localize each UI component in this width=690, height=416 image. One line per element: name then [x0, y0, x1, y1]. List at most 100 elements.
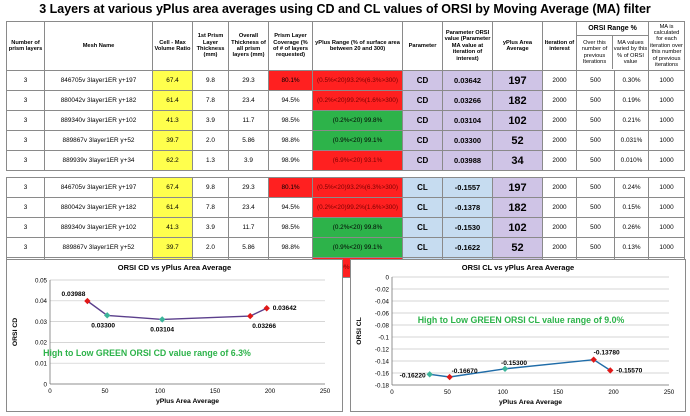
coverage-cell: 94.5% — [268, 90, 313, 111]
range-annotation: High to Low GREEN ORSI CD value range of… — [43, 348, 251, 358]
data-label: 0.03642 — [273, 305, 297, 312]
orsi-value-cell: 0.03988 — [442, 150, 493, 171]
orsi-value-cell: 0.03300 — [442, 130, 493, 151]
coverage-cell: 94.5% — [268, 197, 313, 218]
coverage-cell: 98.9% — [268, 150, 313, 171]
yplus-average-cell: 197 — [492, 70, 543, 91]
layers-cell: 3 — [6, 217, 45, 238]
data-point — [104, 312, 111, 319]
y-tick-label: 0.02 — [35, 340, 48, 347]
data-point — [247, 312, 254, 320]
x-tick-label: 100 — [155, 388, 166, 395]
header-ma-calc: MA is calculated for each iteration over… — [648, 21, 686, 71]
header-prism-coverage: Prism Layer Coverage (% of # of layers r… — [268, 21, 313, 71]
iteration-cell: 2000 — [542, 197, 577, 218]
yplus-average-cell: 182 — [492, 197, 543, 218]
y-axis-label: ORSI CD — [12, 318, 19, 346]
x-axis-label: yPlus Area Average — [499, 399, 562, 406]
yplus-average-cell: 52 — [492, 130, 543, 151]
ma-varied-cell: 0.30% — [613, 70, 650, 91]
table-row: 3 846705v 3layer1ER y+197 67.4 9.8 29.3 80.1%… — [6, 177, 686, 198]
iteration-cell: 2000 — [542, 150, 577, 171]
cell-ratio-cell: 39.7 — [152, 130, 193, 151]
header-yplus-range: yPlus Range (% of surface area between 2… — [312, 21, 403, 71]
over-iterations-cell: 500 — [576, 217, 615, 238]
data-label: 0.03988 — [62, 291, 86, 298]
yplus-range-cell: (0.2%<20)99.2%(1.6%>300) — [312, 90, 403, 111]
parameter-cell: CL — [402, 177, 443, 198]
overall-thickness-cell: 5.86 — [228, 237, 269, 258]
over-iterations-cell: 500 — [576, 90, 615, 111]
x-tick-label: 200 — [608, 389, 619, 396]
over-iterations-cell: 500 — [576, 237, 615, 258]
data-point — [501, 365, 509, 372]
ma-varied-cell: 0.24% — [613, 177, 650, 198]
yplus-average-cell: 34 — [492, 150, 543, 171]
cell-ratio-cell: 41.3 — [152, 110, 193, 131]
table-row: 3 889340v 3layer1ER y+102 41.3 3.9 11.7 98.5%… — [6, 217, 686, 238]
ma-calc-cell: 1000 — [648, 130, 686, 151]
y-tick-label: 0.01 — [35, 361, 48, 368]
table-row: 3 889340v 3layer1ER y+102 41.3 3.9 11.7 98.5%… — [6, 110, 686, 131]
ma-varied-cell: 0.19% — [613, 90, 650, 111]
mesh-name-cell: 889939v 3layer1ER y+34 — [44, 150, 153, 171]
cd-chart-panel: ORSI CD vs yPlus Area Average 0 0.01 0.02 0… — [6, 259, 343, 412]
over-iterations-cell: 500 — [576, 110, 615, 131]
over-iterations-cell: 500 — [576, 197, 615, 218]
x-axis-label: yPlus Area Average — [156, 398, 219, 405]
y-tick-label: 0.04 — [35, 298, 48, 305]
first-prism-cell: 9.8 — [192, 70, 229, 91]
orsi-value-cell: 0.03642 — [442, 70, 493, 91]
over-iterations-cell: 500 — [576, 70, 615, 91]
iteration-cell: 2000 — [542, 70, 577, 91]
header-orsi-range-group: ORSI Range % Over this number of previou… — [575, 21, 650, 71]
x-tick-label: 50 — [102, 388, 109, 395]
header-ma-varied: MA values varied by this % of ORSI value — [613, 39, 648, 65]
mesh-name-cell: 889867v 3layer1ER y+52 — [44, 237, 153, 258]
y-tick-label: -0.06 — [375, 310, 390, 317]
ma-calc-cell: 1000 — [648, 217, 686, 238]
iteration-cell: 2000 — [542, 217, 577, 238]
layers-cell: 3 — [6, 150, 45, 171]
header-overall-thickness: Overall Thickness of all prism layers (m… — [228, 21, 269, 71]
overall-thickness-cell: 5.86 — [228, 130, 269, 151]
overall-thickness-cell: 23.4 — [228, 197, 269, 218]
data-label: -0.16220 — [400, 372, 426, 379]
coverage-cell: 98.8% — [268, 237, 313, 258]
table-row: 3 880042v 3layer1ER y+182 61.4 7.8 23.4 94.5%… — [6, 90, 686, 111]
parameter-cell: CL — [402, 197, 443, 218]
y-axis-label: ORSI CL — [356, 317, 363, 345]
overall-thickness-cell: 11.7 — [228, 217, 269, 238]
layers-cell: 3 — [6, 130, 45, 151]
cd-chart-title: ORSI CD vs yPlus Area Average — [117, 263, 232, 272]
cl-chart-panel: ORSI CL vs yPlus Area Average 0 -0.02 -0.0… — [350, 259, 686, 412]
y-tick-label: 0.03 — [35, 319, 48, 326]
data-point — [159, 316, 166, 323]
yplus-average-cell: 102 — [492, 217, 543, 238]
data-point — [446, 373, 453, 381]
x-tick-label: 0 — [390, 389, 394, 396]
ma-calc-cell: 1000 — [648, 150, 686, 171]
layers-cell: 3 — [6, 237, 45, 258]
data-point — [590, 356, 597, 363]
cd-chart: 0 0.01 0.02 0.03 0.04 0.05 0 50 100 150 200 250 yPlu… — [12, 277, 331, 405]
overall-thickness-cell: 29.3 — [228, 70, 269, 91]
cell-ratio-cell: 61.4 — [152, 90, 193, 111]
parameter-cell: CL — [402, 237, 443, 258]
x-tick-label: 250 — [320, 388, 331, 395]
table-row: 3 880042v 3layer1ER y+182 61.4 7.8 23.4 94.5%… — [6, 197, 686, 218]
table-row: 3 889867v 3layer1ER y+52 39.7 2.0 5.86 98.8%(… — [6, 237, 686, 258]
results-table: Number of prism layers Mesh Name Cell - … — [6, 21, 686, 278]
y-tick-label: 0.05 — [35, 277, 48, 284]
overall-thickness-cell: 3.9 — [228, 150, 269, 171]
data-label: 0.03300 — [91, 322, 115, 329]
series-line — [86, 300, 268, 321]
table-row: 3 889867v 3layer1ER y+52 39.7 2.0 5.86 98.8%(… — [6, 130, 686, 151]
y-tick-label: 0 — [386, 274, 390, 281]
x-tick-label: 150 — [553, 389, 564, 396]
header-orsi-value: Parameter ORSI value (Parameter MA value… — [442, 21, 493, 71]
ma-calc-cell: 1000 — [648, 177, 686, 198]
first-prism-cell: 1.3 — [192, 150, 229, 171]
y-tick-label: -0.02 — [375, 286, 390, 293]
parameter-cell: CD — [402, 90, 443, 111]
